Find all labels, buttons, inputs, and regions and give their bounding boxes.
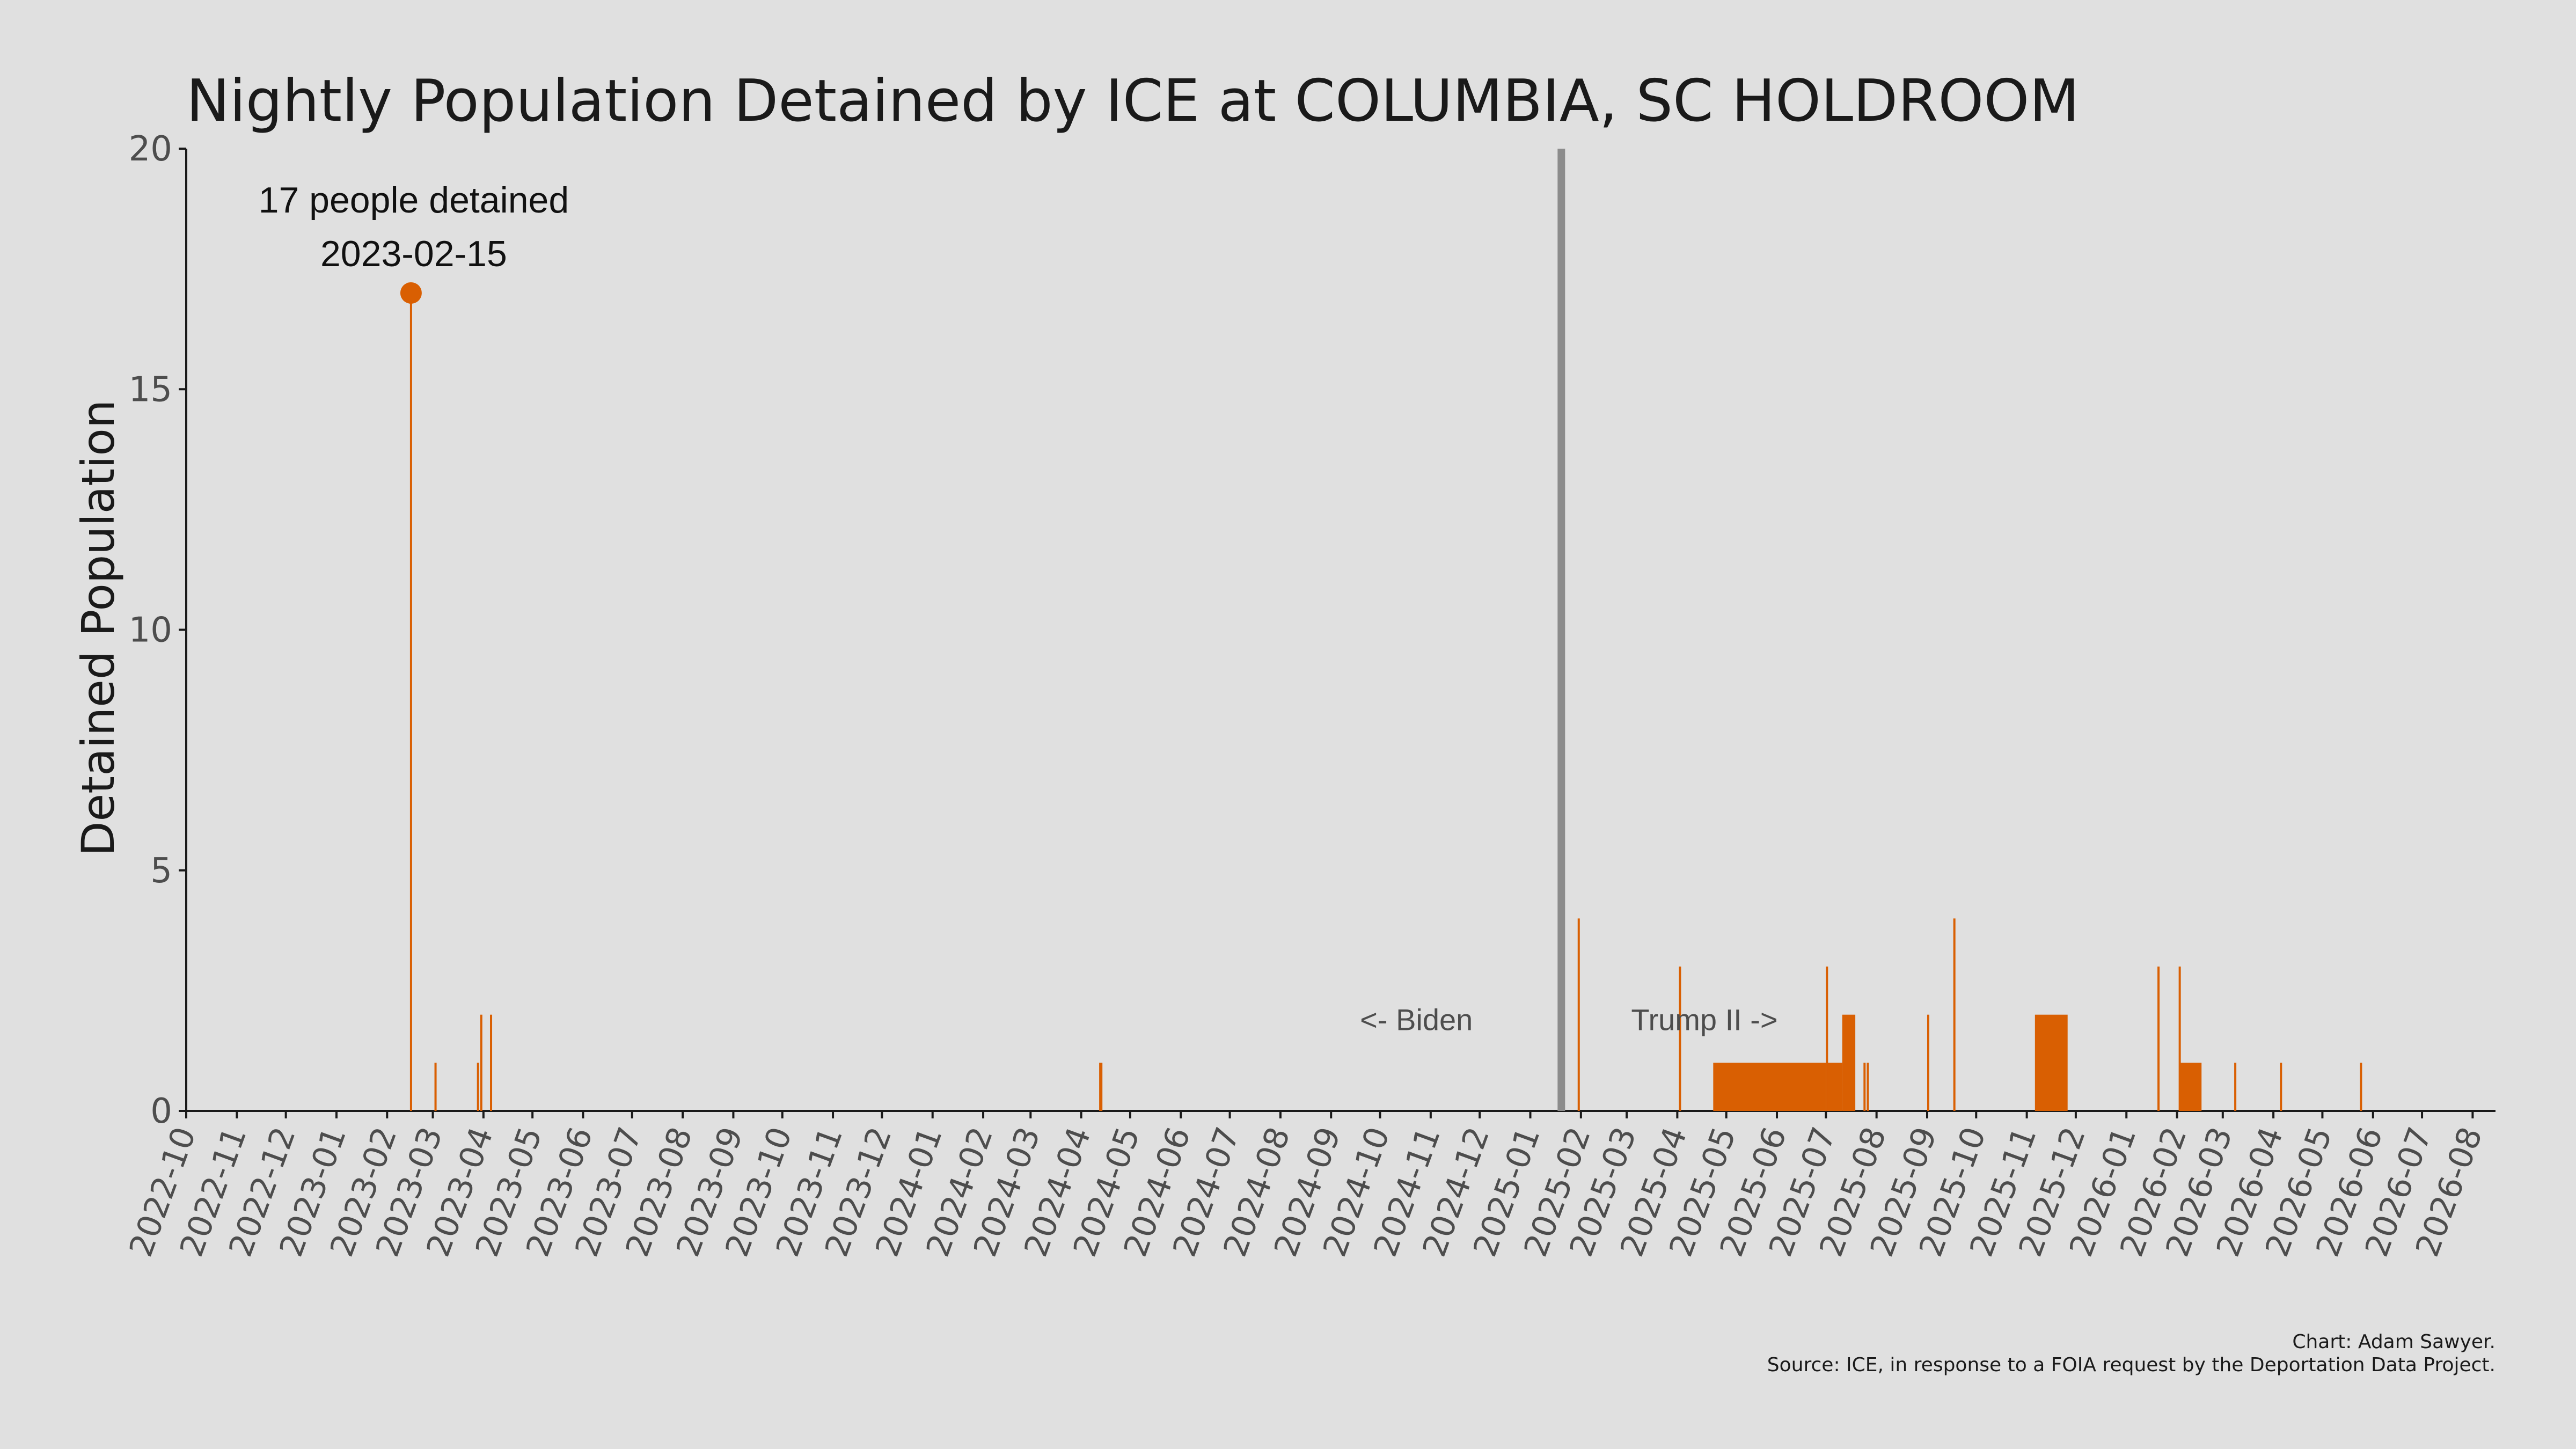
bar <box>2035 1014 2068 1111</box>
peak-marker <box>400 282 422 304</box>
x-axis: 2022-102022-112022-122023-012023-022023-… <box>122 1110 2496 1262</box>
bar <box>480 1014 482 1111</box>
y-tick-label: 0 <box>150 1092 172 1131</box>
caption-author: Chart: Adam Sawyer. <box>2292 1331 2496 1353</box>
y-tick-label: 20 <box>129 129 172 169</box>
bar <box>2178 967 2181 1111</box>
bar <box>1713 1063 1826 1111</box>
bar <box>2280 1063 2282 1111</box>
bar <box>1953 918 1956 1111</box>
bar <box>490 1014 493 1111</box>
peak-annotation-date: 2023-02-15 <box>320 233 507 274</box>
y-axis-label: Detained Population <box>72 400 125 856</box>
bar <box>409 292 412 1111</box>
bar <box>2180 1063 2202 1111</box>
bar <box>434 1063 437 1111</box>
y-tick-label: 5 <box>150 851 172 891</box>
bar <box>2234 1063 2237 1111</box>
bar <box>2360 1063 2362 1111</box>
bar <box>1927 1014 1929 1111</box>
bar <box>1099 1063 1103 1111</box>
bar <box>1679 967 1681 1111</box>
bar <box>1827 1063 1842 1111</box>
bar <box>1863 1063 1866 1111</box>
y-tick-label: 10 <box>129 611 172 650</box>
chart-title: Nightly Population Detained by ICE at CO… <box>186 68 2080 135</box>
era-label-biden: <- Biden <box>1360 1003 1473 1037</box>
caption-source: Source: ICE, in response to a FOIA reque… <box>1767 1354 2496 1376</box>
peak-annotation-count: 17 people detained <box>259 180 569 221</box>
bar <box>1826 967 1828 1111</box>
bar <box>477 1063 479 1111</box>
bar <box>1842 1014 1856 1111</box>
era-label-trump: Trump II -> <box>1631 1003 1777 1037</box>
y-tick-label: 15 <box>129 370 172 409</box>
y-axis: 0 5 10 15 20 <box>129 129 187 1131</box>
bar <box>1577 918 1580 1111</box>
bar <box>2157 967 2160 1111</box>
bars-group <box>409 292 2362 1111</box>
bar <box>1867 1063 1869 1111</box>
